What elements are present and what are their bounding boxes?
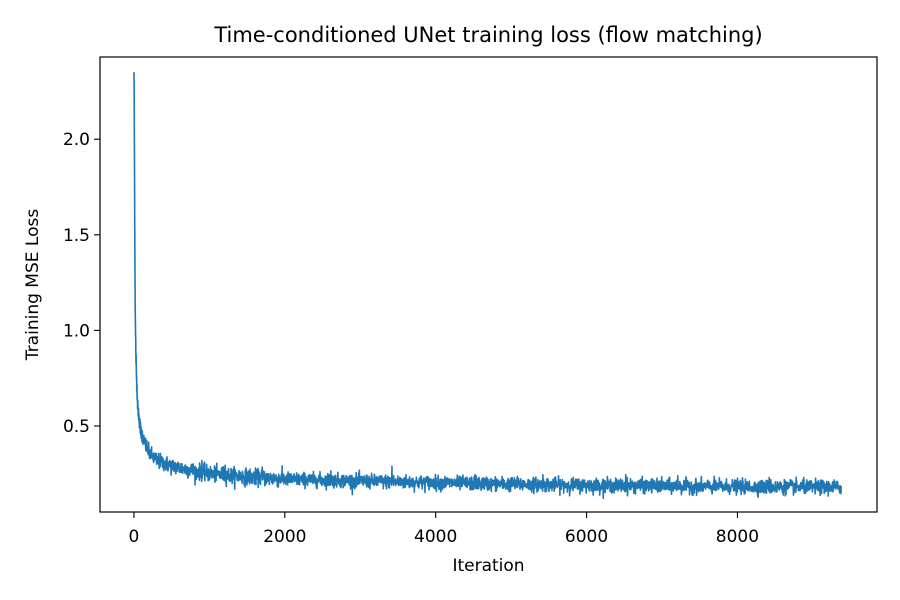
y-axis-ticks: 0.5 1.0 1.5 2.0 [63,130,100,437]
training-loss-line [133,71,842,500]
y-tick-label: 1.0 [63,321,90,341]
chart-title: Time-conditioned UNet training loss (flo… [213,23,762,47]
y-axis-label: Training MSE Loss [23,209,43,362]
y-tick-label: 2.0 [63,130,90,150]
plot-area [100,57,877,512]
x-tick-label: 0 [129,527,140,547]
x-tick-label: 6000 [565,527,608,547]
x-tick-label: 8000 [716,527,759,547]
y-tick-label: 1.5 [63,226,90,246]
series-group [133,71,842,500]
x-tick-label: 2000 [263,527,306,547]
axes-frame [99,56,878,513]
x-axis-label: Iteration [452,556,524,576]
x-tick-label: 4000 [414,527,457,547]
y-tick-label: 0.5 [63,417,90,437]
x-axis-ticks: 0 2000 4000 6000 8000 [129,512,759,547]
